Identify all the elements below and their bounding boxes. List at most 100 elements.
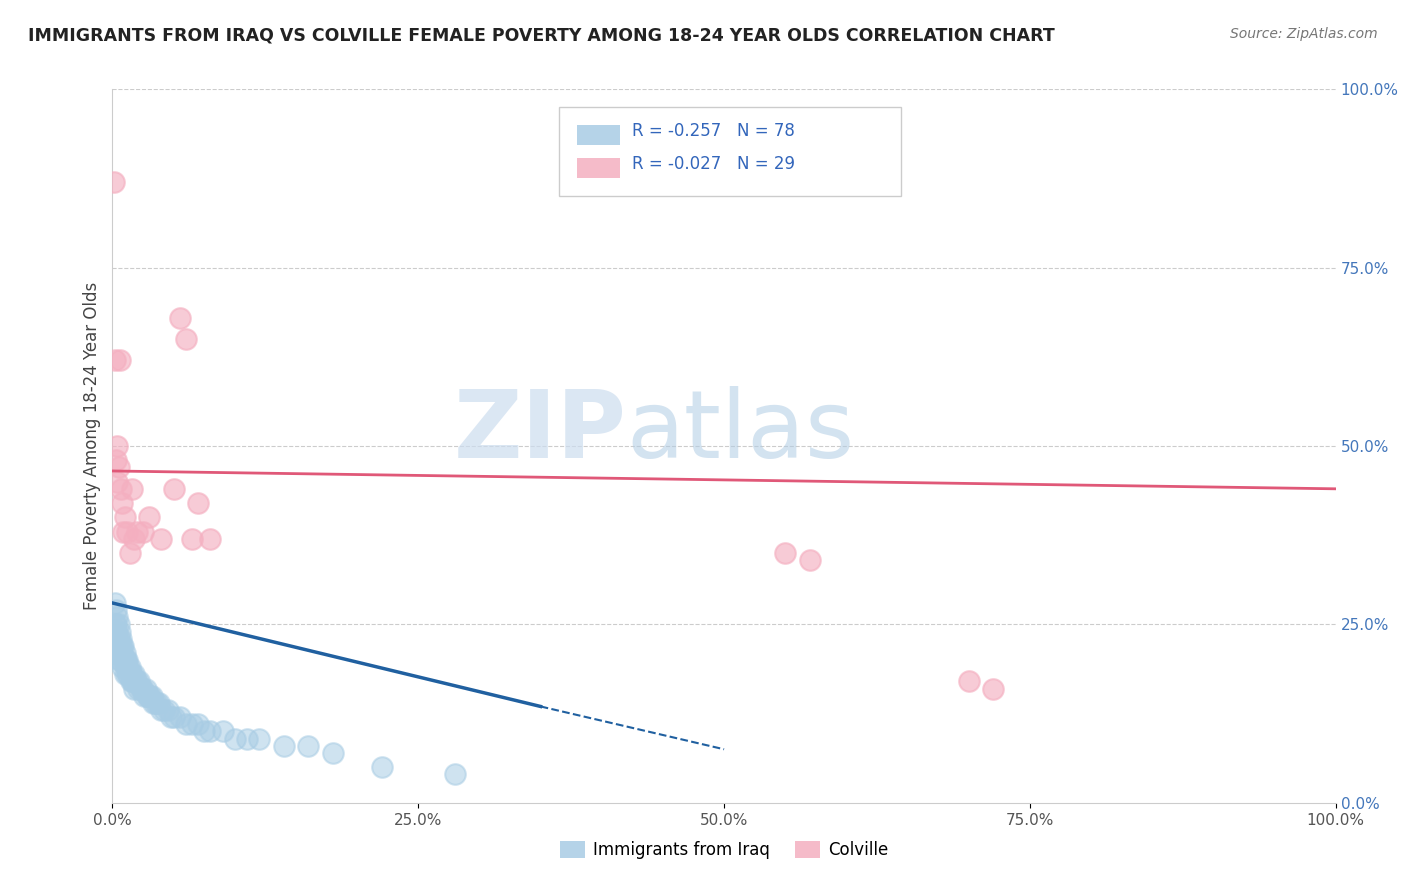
Point (160, 710, 183, 724)
Y-axis label: Female Poverty Among 18-24 Year Olds: Female Poverty Among 18-24 Year Olds (83, 282, 101, 610)
Point (128, 674, 150, 689)
Point (105, 475, 128, 489)
Point (117, 667, 139, 681)
Legend: Immigrants from Iraq, Colville: Immigrants from Iraq, Colville (553, 834, 896, 866)
Point (297, 739, 319, 753)
Point (181, 532, 204, 546)
Point (153, 703, 176, 717)
Point (200, 724, 222, 739)
Point (211, 724, 233, 739)
Point (120, 667, 142, 681)
Point (444, 767, 467, 781)
Point (142, 696, 165, 710)
Point (134, 689, 156, 703)
Point (131, 681, 153, 696)
Point (121, 482, 143, 496)
Point (111, 646, 134, 660)
Point (115, 653, 138, 667)
Point (138, 689, 160, 703)
Point (104, 596, 127, 610)
Point (110, 482, 132, 496)
Point (125, 674, 148, 689)
Point (105, 617, 128, 632)
Point (141, 689, 163, 703)
Point (247, 731, 270, 746)
Point (105, 610, 128, 624)
FancyBboxPatch shape (578, 125, 620, 145)
Point (108, 639, 131, 653)
Point (115, 524, 138, 539)
Point (150, 532, 173, 546)
Point (169, 310, 191, 325)
FancyBboxPatch shape (578, 159, 620, 178)
Point (124, 681, 146, 696)
Point (224, 731, 246, 746)
Point (125, 674, 148, 689)
Point (124, 532, 146, 546)
Point (105, 632, 128, 646)
Point (124, 667, 146, 681)
Point (107, 617, 129, 632)
Point (108, 353, 131, 368)
Point (775, 546, 797, 560)
Point (150, 703, 173, 717)
Point (105, 603, 128, 617)
Point (103, 175, 125, 189)
Point (132, 524, 155, 539)
Point (115, 653, 138, 667)
Text: R = -0.027   N = 29: R = -0.027 N = 29 (633, 155, 796, 173)
Point (114, 653, 136, 667)
Point (129, 681, 152, 696)
Point (169, 710, 191, 724)
Text: R = -0.257   N = 78: R = -0.257 N = 78 (633, 121, 796, 139)
Point (112, 524, 135, 539)
Point (120, 674, 142, 689)
Point (105, 646, 128, 660)
Point (118, 660, 141, 674)
Point (174, 717, 197, 731)
Point (108, 624, 131, 639)
Point (104, 353, 127, 368)
Point (105, 439, 128, 453)
Point (143, 696, 166, 710)
Point (148, 696, 170, 710)
Point (122, 674, 145, 689)
Point (132, 681, 155, 696)
Point (981, 681, 1004, 696)
Point (115, 660, 138, 674)
Point (127, 681, 149, 696)
Point (107, 460, 129, 475)
Point (139, 689, 162, 703)
Point (107, 639, 129, 653)
Point (200, 532, 222, 546)
Point (114, 646, 136, 660)
Point (105, 624, 128, 639)
Point (125, 524, 148, 539)
Point (114, 510, 136, 524)
Point (187, 717, 209, 731)
Point (114, 667, 136, 681)
Point (370, 760, 392, 774)
Point (121, 674, 143, 689)
Text: Source: ZipAtlas.com: Source: ZipAtlas.com (1230, 27, 1378, 41)
Point (108, 653, 131, 667)
Point (118, 546, 141, 560)
Text: ZIP: ZIP (453, 385, 626, 478)
Text: IMMIGRANTS FROM IRAQ VS COLVILLE FEMALE POVERTY AMONG 18-24 YEAR OLDS CORRELATIO: IMMIGRANTS FROM IRAQ VS COLVILLE FEMALE … (28, 27, 1054, 45)
Point (107, 653, 129, 667)
Point (174, 332, 197, 346)
Point (187, 496, 209, 510)
Point (121, 667, 143, 681)
Point (163, 710, 186, 724)
Point (957, 674, 980, 689)
Point (156, 703, 179, 717)
Point (193, 724, 215, 739)
Point (134, 681, 156, 696)
Point (110, 632, 132, 646)
FancyBboxPatch shape (560, 107, 901, 196)
Point (111, 496, 134, 510)
Point (163, 482, 186, 496)
Point (105, 453, 128, 467)
Point (112, 639, 135, 653)
Point (322, 746, 344, 760)
